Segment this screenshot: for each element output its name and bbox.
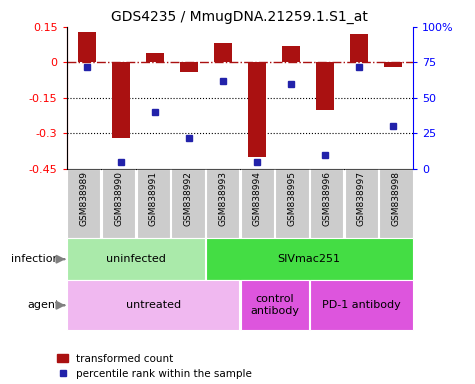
- Title: GDS4235 / MmugDNA.21259.1.S1_at: GDS4235 / MmugDNA.21259.1.S1_at: [112, 10, 368, 25]
- Bar: [383, 62, 402, 67]
- Text: GSM838994: GSM838994: [253, 171, 262, 226]
- Bar: [112, 62, 130, 138]
- Text: untreated: untreated: [125, 300, 181, 310]
- Bar: [344, 169, 378, 238]
- Bar: [145, 53, 164, 62]
- Bar: [180, 62, 198, 72]
- Bar: [379, 169, 413, 238]
- Text: GSM838995: GSM838995: [287, 171, 296, 226]
- Bar: [136, 169, 170, 238]
- Bar: [350, 34, 368, 62]
- Bar: [206, 169, 239, 238]
- Text: control
antibody: control antibody: [250, 295, 299, 316]
- Bar: [247, 62, 266, 157]
- Bar: [102, 169, 135, 238]
- Bar: [315, 62, 334, 110]
- Bar: [171, 169, 205, 238]
- Text: PD-1 antibody: PD-1 antibody: [322, 300, 400, 310]
- Bar: [67, 169, 101, 238]
- Text: GSM838998: GSM838998: [391, 171, 400, 226]
- Bar: [240, 169, 274, 238]
- Bar: [206, 238, 413, 280]
- Bar: [77, 31, 96, 62]
- Bar: [67, 280, 239, 330]
- Text: GSM838991: GSM838991: [149, 171, 158, 226]
- Bar: [67, 238, 205, 280]
- Bar: [275, 169, 309, 238]
- Text: GSM838990: GSM838990: [114, 171, 123, 226]
- Text: uninfected: uninfected: [106, 254, 166, 264]
- Text: GSM838996: GSM838996: [322, 171, 331, 226]
- Legend: transformed count, percentile rank within the sample: transformed count, percentile rank withi…: [57, 354, 252, 379]
- Text: GSM838993: GSM838993: [218, 171, 227, 226]
- Bar: [240, 280, 309, 330]
- Text: SIVmac251: SIVmac251: [278, 254, 341, 264]
- Text: infection: infection: [11, 254, 59, 264]
- Bar: [214, 43, 232, 62]
- Text: agent: agent: [27, 300, 59, 310]
- Text: GSM838989: GSM838989: [79, 171, 88, 226]
- Text: GSM838997: GSM838997: [357, 171, 366, 226]
- Text: GSM838992: GSM838992: [183, 171, 192, 226]
- Bar: [310, 280, 413, 330]
- Bar: [282, 46, 300, 62]
- Bar: [310, 169, 343, 238]
